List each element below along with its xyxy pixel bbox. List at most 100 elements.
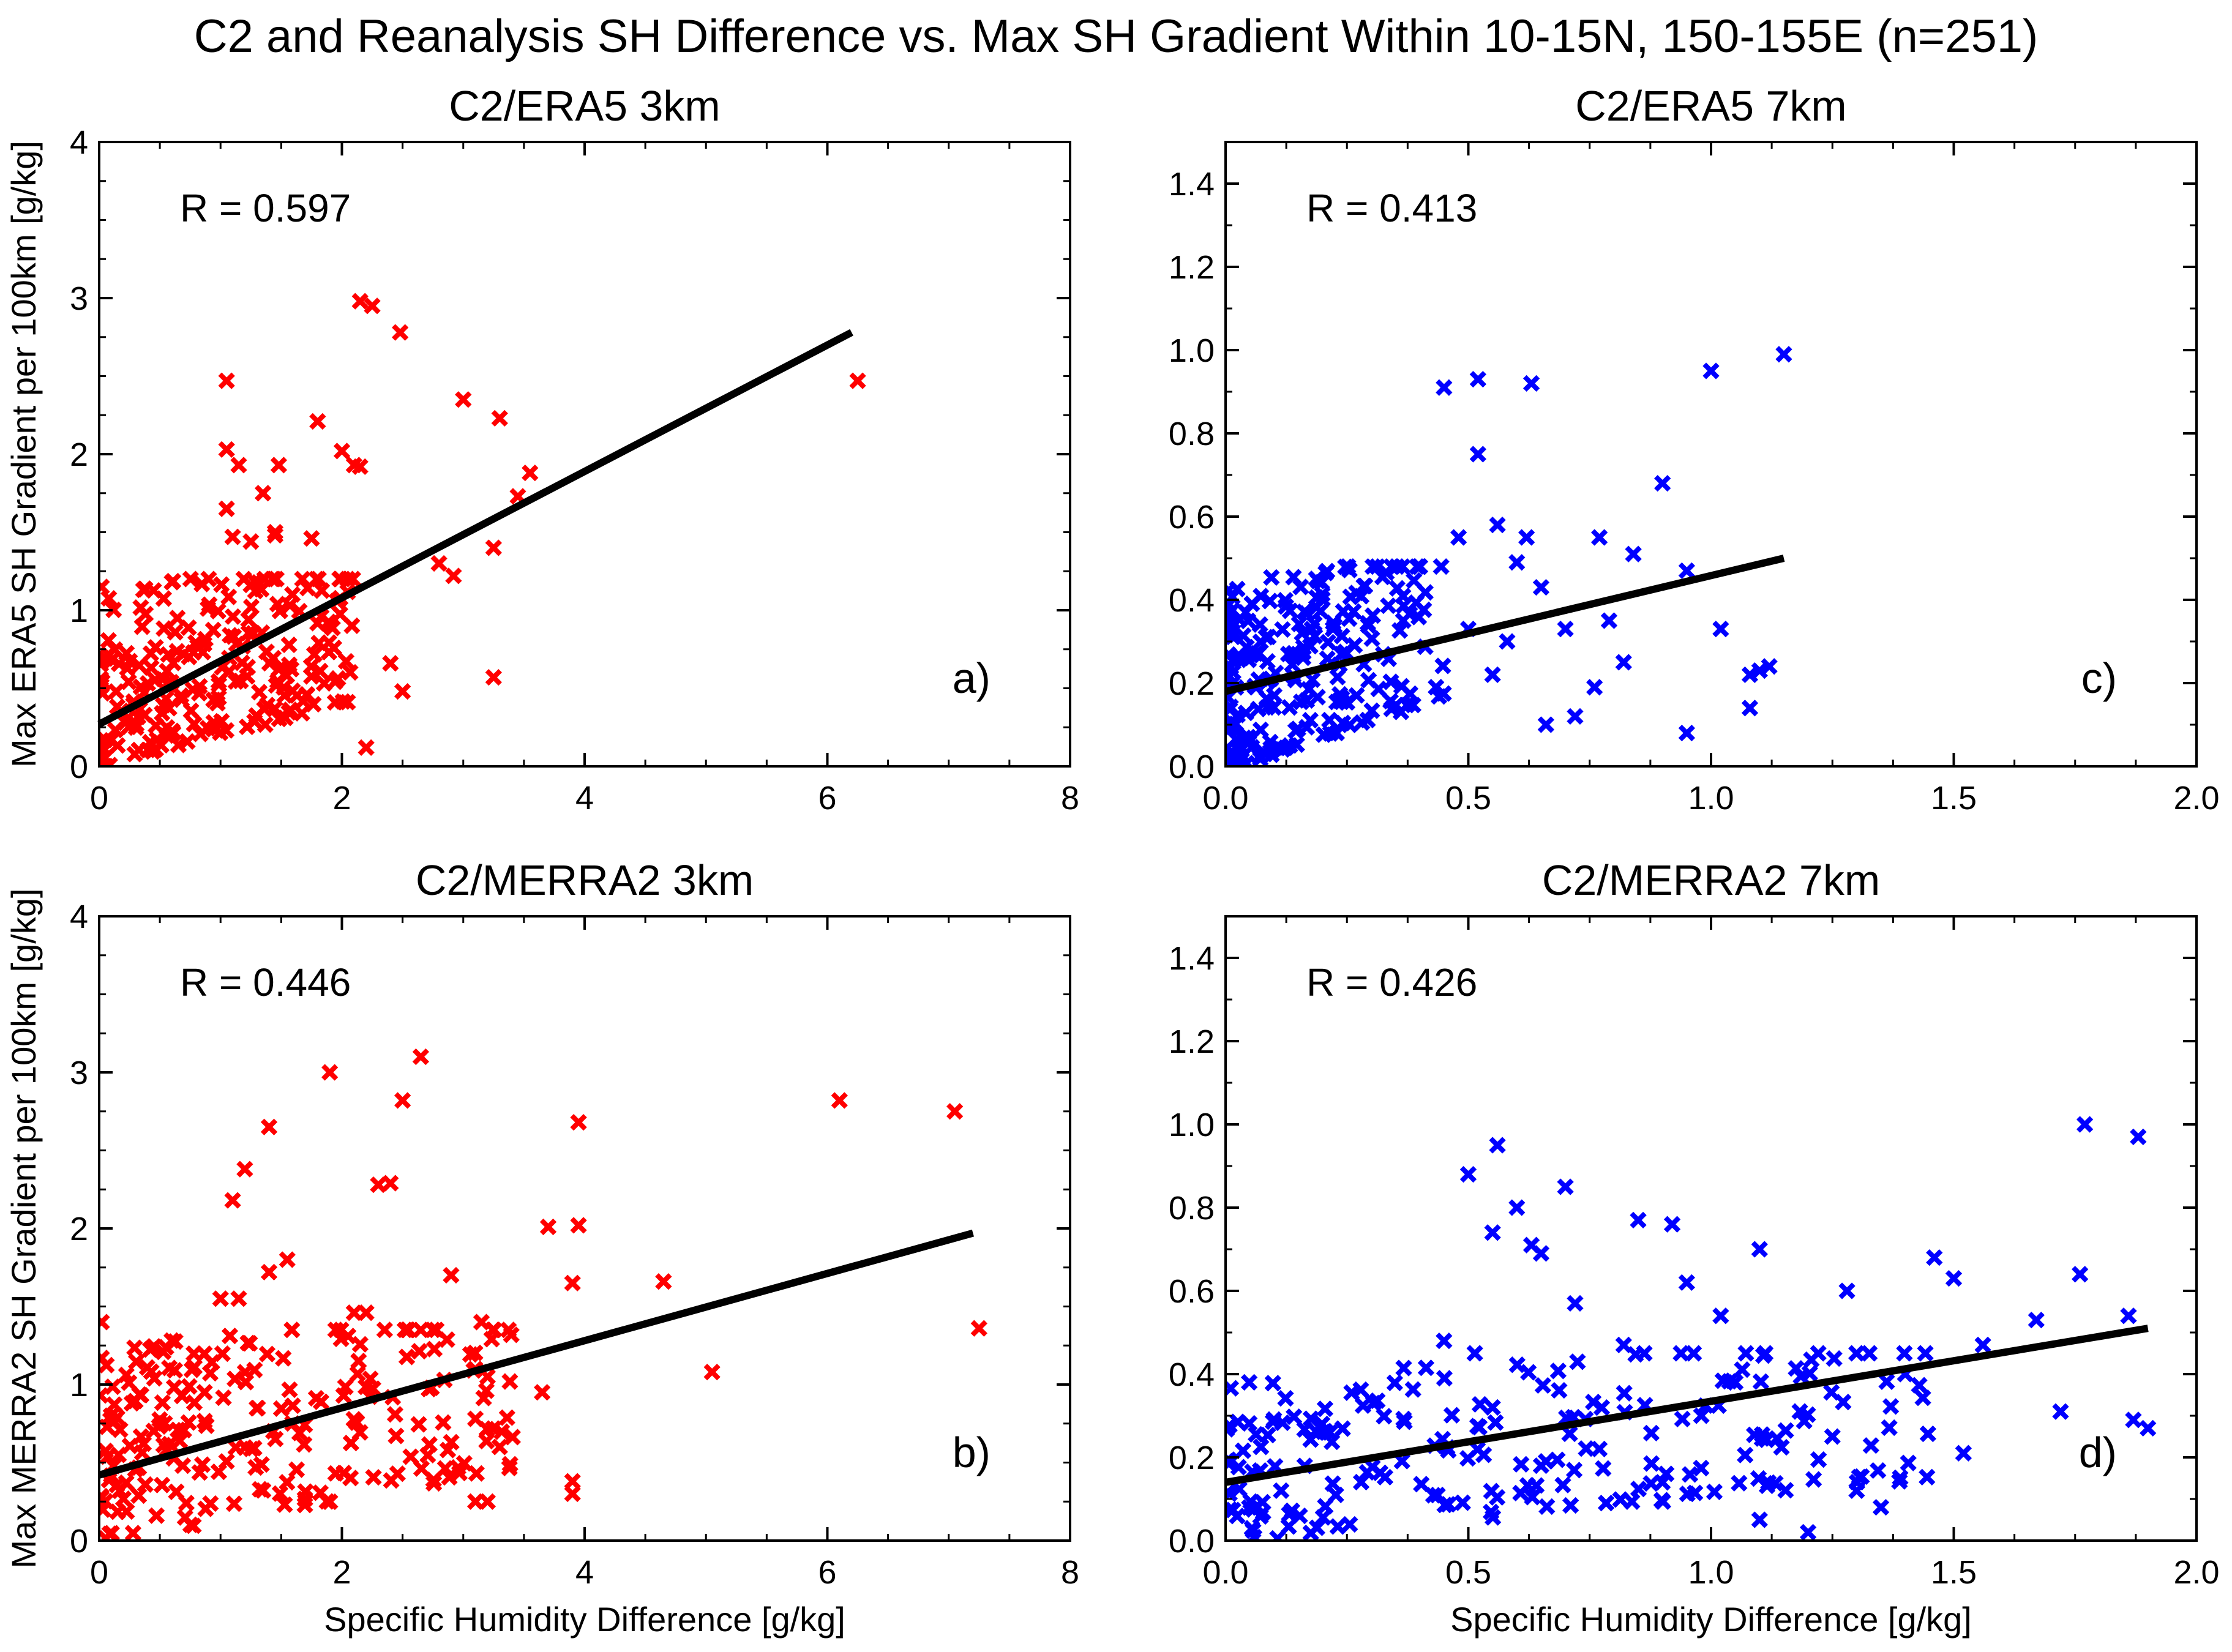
data-point: [424, 1321, 441, 1339]
data-point: [1860, 1345, 1878, 1362]
x-tick-label: 4: [575, 1554, 594, 1591]
data-point: [284, 586, 301, 603]
y-tick-label: 0.2: [1169, 1440, 1215, 1476]
data-point: [475, 1389, 492, 1407]
data-point: [1369, 1392, 1386, 1410]
data-point: [185, 716, 203, 733]
x-tick-label: 0: [90, 780, 108, 817]
data-point: [1532, 1457, 1550, 1474]
y-tick-label: 2: [70, 436, 88, 473]
data-point: [260, 1118, 278, 1135]
data-point: [425, 1340, 443, 1358]
data-point: [430, 555, 448, 572]
data-point: [192, 725, 209, 742]
correlation-text: R = 0.413: [1306, 186, 1477, 230]
data-point: [145, 1422, 162, 1440]
data-point: [312, 662, 329, 680]
data-point: [1597, 1495, 1615, 1512]
data-point: [1382, 673, 1399, 690]
data-point: [1801, 1365, 1818, 1382]
data-point: [1240, 1374, 1258, 1391]
data-point: [1824, 1428, 1841, 1445]
data-point: [1235, 627, 1252, 645]
x-tick-label: 2: [332, 780, 351, 817]
data-point: [280, 636, 298, 654]
data-point: [1848, 1482, 1865, 1500]
y-tick-label: 0.4: [1169, 1356, 1215, 1393]
data-point: [163, 574, 181, 591]
data-point: [1226, 1380, 1240, 1397]
y-tick-label: 1.0: [1169, 332, 1215, 369]
data-point: [135, 581, 152, 599]
data-point: [1878, 1373, 1895, 1390]
data-point: [303, 530, 320, 547]
data-point: [398, 1348, 416, 1366]
data-point: [1436, 1332, 1453, 1350]
data-point: [126, 1339, 143, 1356]
data-point: [399, 1321, 416, 1339]
data-point: [539, 1218, 557, 1236]
x-tick-label: 1.0: [1688, 780, 1734, 817]
data-point: [227, 673, 244, 690]
data-point: [1537, 716, 1555, 733]
data-point: [1288, 736, 1305, 753]
data-point: [350, 1352, 367, 1370]
data-point: [1359, 615, 1376, 632]
correlation-text: R = 0.597: [180, 186, 351, 230]
data-point: [1557, 1178, 1574, 1195]
data-point: [419, 1446, 436, 1464]
data-point: [1434, 657, 1451, 675]
data-point: [436, 1460, 454, 1477]
data-point: [1627, 1346, 1644, 1363]
data-point: [382, 655, 399, 672]
x-tick-label: 2.0: [2173, 780, 2219, 817]
data-point: [247, 1459, 264, 1476]
data-point: [1314, 591, 1331, 608]
data-point: [271, 1485, 289, 1502]
data-point: [1294, 649, 1312, 667]
data-point: [148, 1507, 165, 1524]
data-point: [364, 297, 381, 315]
data-point: [1741, 666, 1759, 684]
data-point: [269, 673, 286, 690]
data-point: [1364, 558, 1382, 575]
data-point: [570, 1113, 587, 1131]
data-point: [1702, 362, 1720, 379]
data-point: [1524, 1489, 1541, 1506]
data-point: [1654, 474, 1671, 492]
data-point: [1252, 588, 1270, 605]
data-point: [358, 739, 375, 757]
x-tick-label: 0.0: [1202, 780, 1248, 817]
data-point: [1484, 666, 1501, 684]
data-point: [364, 1380, 382, 1397]
data-point: [309, 413, 326, 430]
data-point: [230, 457, 247, 474]
y-tick-label: 3: [70, 1055, 88, 1091]
data-point: [1508, 1199, 1526, 1216]
data-point: [1409, 558, 1426, 575]
data-point: [147, 741, 165, 758]
data-point: [106, 1396, 123, 1413]
data-point: [1273, 1482, 1290, 1500]
data-point: [1945, 1269, 1963, 1287]
data-point: [365, 1468, 382, 1486]
data-point: [1276, 592, 1294, 609]
data-point: [1404, 1381, 1421, 1398]
data-point: [564, 1473, 581, 1490]
data-point: [182, 702, 200, 719]
data-point: [1263, 569, 1280, 586]
data-point: [376, 1321, 394, 1339]
data-point: [1557, 620, 1574, 638]
data-point: [1380, 597, 1397, 615]
x-axis-label: Specific Humidity Difference [g/kg]: [324, 1600, 845, 1639]
data-point: [127, 719, 144, 736]
data-point: [1240, 734, 1257, 751]
data-point: [473, 1314, 490, 1331]
correlation-text: R = 0.446: [180, 960, 351, 1004]
data-point: [394, 682, 411, 700]
data-point: [218, 372, 235, 389]
data-point: [210, 689, 227, 706]
data-point: [213, 712, 230, 730]
panel-title: C2/MERRA2 7km: [1542, 856, 1880, 904]
x-tick-label: 4: [575, 780, 594, 817]
